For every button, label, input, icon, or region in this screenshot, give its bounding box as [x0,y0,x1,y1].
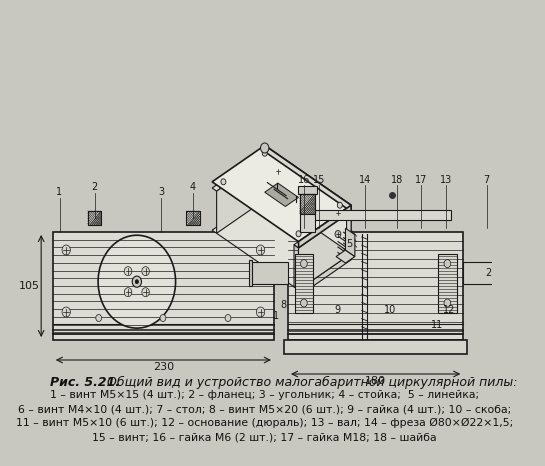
Circle shape [142,267,149,276]
Text: 1: 1 [57,187,63,197]
Polygon shape [269,173,272,183]
Circle shape [256,245,265,255]
Bar [300,194,315,214]
Circle shape [275,189,281,196]
Text: 2: 2 [485,268,492,278]
Polygon shape [216,155,269,233]
Circle shape [261,143,269,153]
Text: 10: 10 [384,305,396,315]
Polygon shape [336,250,355,263]
Circle shape [96,315,101,322]
Circle shape [124,288,132,297]
Circle shape [221,179,226,185]
Circle shape [335,209,341,216]
Text: Рис. 5.21.: Рис. 5.21. [50,376,120,389]
Polygon shape [265,194,351,260]
Circle shape [301,299,307,307]
Bar [284,340,468,354]
Circle shape [256,307,265,317]
Text: 13: 13 [440,175,452,185]
Text: 15: 15 [313,175,325,185]
Circle shape [62,307,70,317]
Polygon shape [265,151,269,197]
Text: 180: 180 [365,376,386,386]
Bar [88,211,101,225]
Bar [251,262,288,284]
Circle shape [62,245,70,255]
Text: 6 – винт М4×10 (4 шт.); 7 – стол; 8 – винт М5×20 (6 шт.); 9 – гайка (4 шт.); 10 : 6 – винт М4×10 (4 шт.); 7 – стол; 8 – ви… [18,404,511,414]
Text: 7: 7 [483,175,490,185]
Circle shape [160,315,166,322]
Text: 17: 17 [415,175,427,185]
Text: Общий вид и устройство малогабаритной циркулярной пилы:: Общий вид и устройство малогабаритной ци… [103,376,517,389]
Circle shape [142,288,149,297]
Text: 1: 1 [274,311,280,321]
Text: 11 – винт М5×10 (6 шт.); 12 – основание (дюраль); 13 – вал; 14 – фреза Ø80×Ø22×1: 11 – винт М5×10 (6 шт.); 12 – основание … [16,418,513,428]
Circle shape [262,150,267,156]
Bar [249,260,252,286]
Text: 16: 16 [298,175,310,185]
Circle shape [124,267,132,276]
Circle shape [337,202,342,208]
Text: 11: 11 [431,320,443,330]
Bar [301,210,451,220]
Bar [298,186,317,194]
Circle shape [132,276,142,287]
Text: 15 – винт; 16 – гайка М6 (2 шт.); 17 – гайка М18; 18 – шайба: 15 – винт; 16 – гайка М6 (2 шт.); 17 – г… [93,432,437,442]
Bar [88,211,101,225]
Circle shape [301,260,307,267]
Text: 18: 18 [391,175,403,185]
Text: 14: 14 [359,175,371,185]
Polygon shape [265,183,299,206]
Polygon shape [212,194,351,290]
Text: 9: 9 [334,305,340,315]
Circle shape [296,231,301,237]
Polygon shape [294,208,351,248]
Circle shape [444,299,451,307]
Bar [186,211,199,225]
Bar [295,254,313,313]
Text: 5: 5 [346,239,353,249]
Bar [499,260,502,286]
Text: 105: 105 [19,281,39,291]
Polygon shape [299,254,351,296]
Polygon shape [299,205,351,248]
Text: 8: 8 [281,301,287,310]
Polygon shape [269,155,347,250]
Polygon shape [265,145,351,212]
Bar [53,232,274,340]
Circle shape [98,235,175,328]
Text: 1 – винт М5×15 (4 шт.); 2 – фланец; 3 – угольник; 4 – стойка;  5 – линейка;: 1 – винт М5×15 (4 шт.); 2 – фланец; 3 – … [50,390,479,400]
Polygon shape [346,228,355,257]
Bar [288,232,463,340]
Polygon shape [212,151,269,191]
Circle shape [225,315,231,322]
Bar [186,211,199,225]
Text: 4: 4 [190,182,196,192]
Polygon shape [299,212,351,290]
Circle shape [444,260,451,267]
Circle shape [135,280,138,284]
Text: 2: 2 [92,182,98,192]
Circle shape [275,168,281,175]
Bar [438,254,457,313]
Polygon shape [212,145,351,241]
Text: 230: 230 [153,362,174,372]
Circle shape [335,231,341,238]
Polygon shape [294,245,299,290]
Bar [300,194,315,232]
Polygon shape [347,208,351,254]
Bar [463,262,501,284]
Text: 3: 3 [158,187,165,197]
Text: 12: 12 [443,305,456,315]
